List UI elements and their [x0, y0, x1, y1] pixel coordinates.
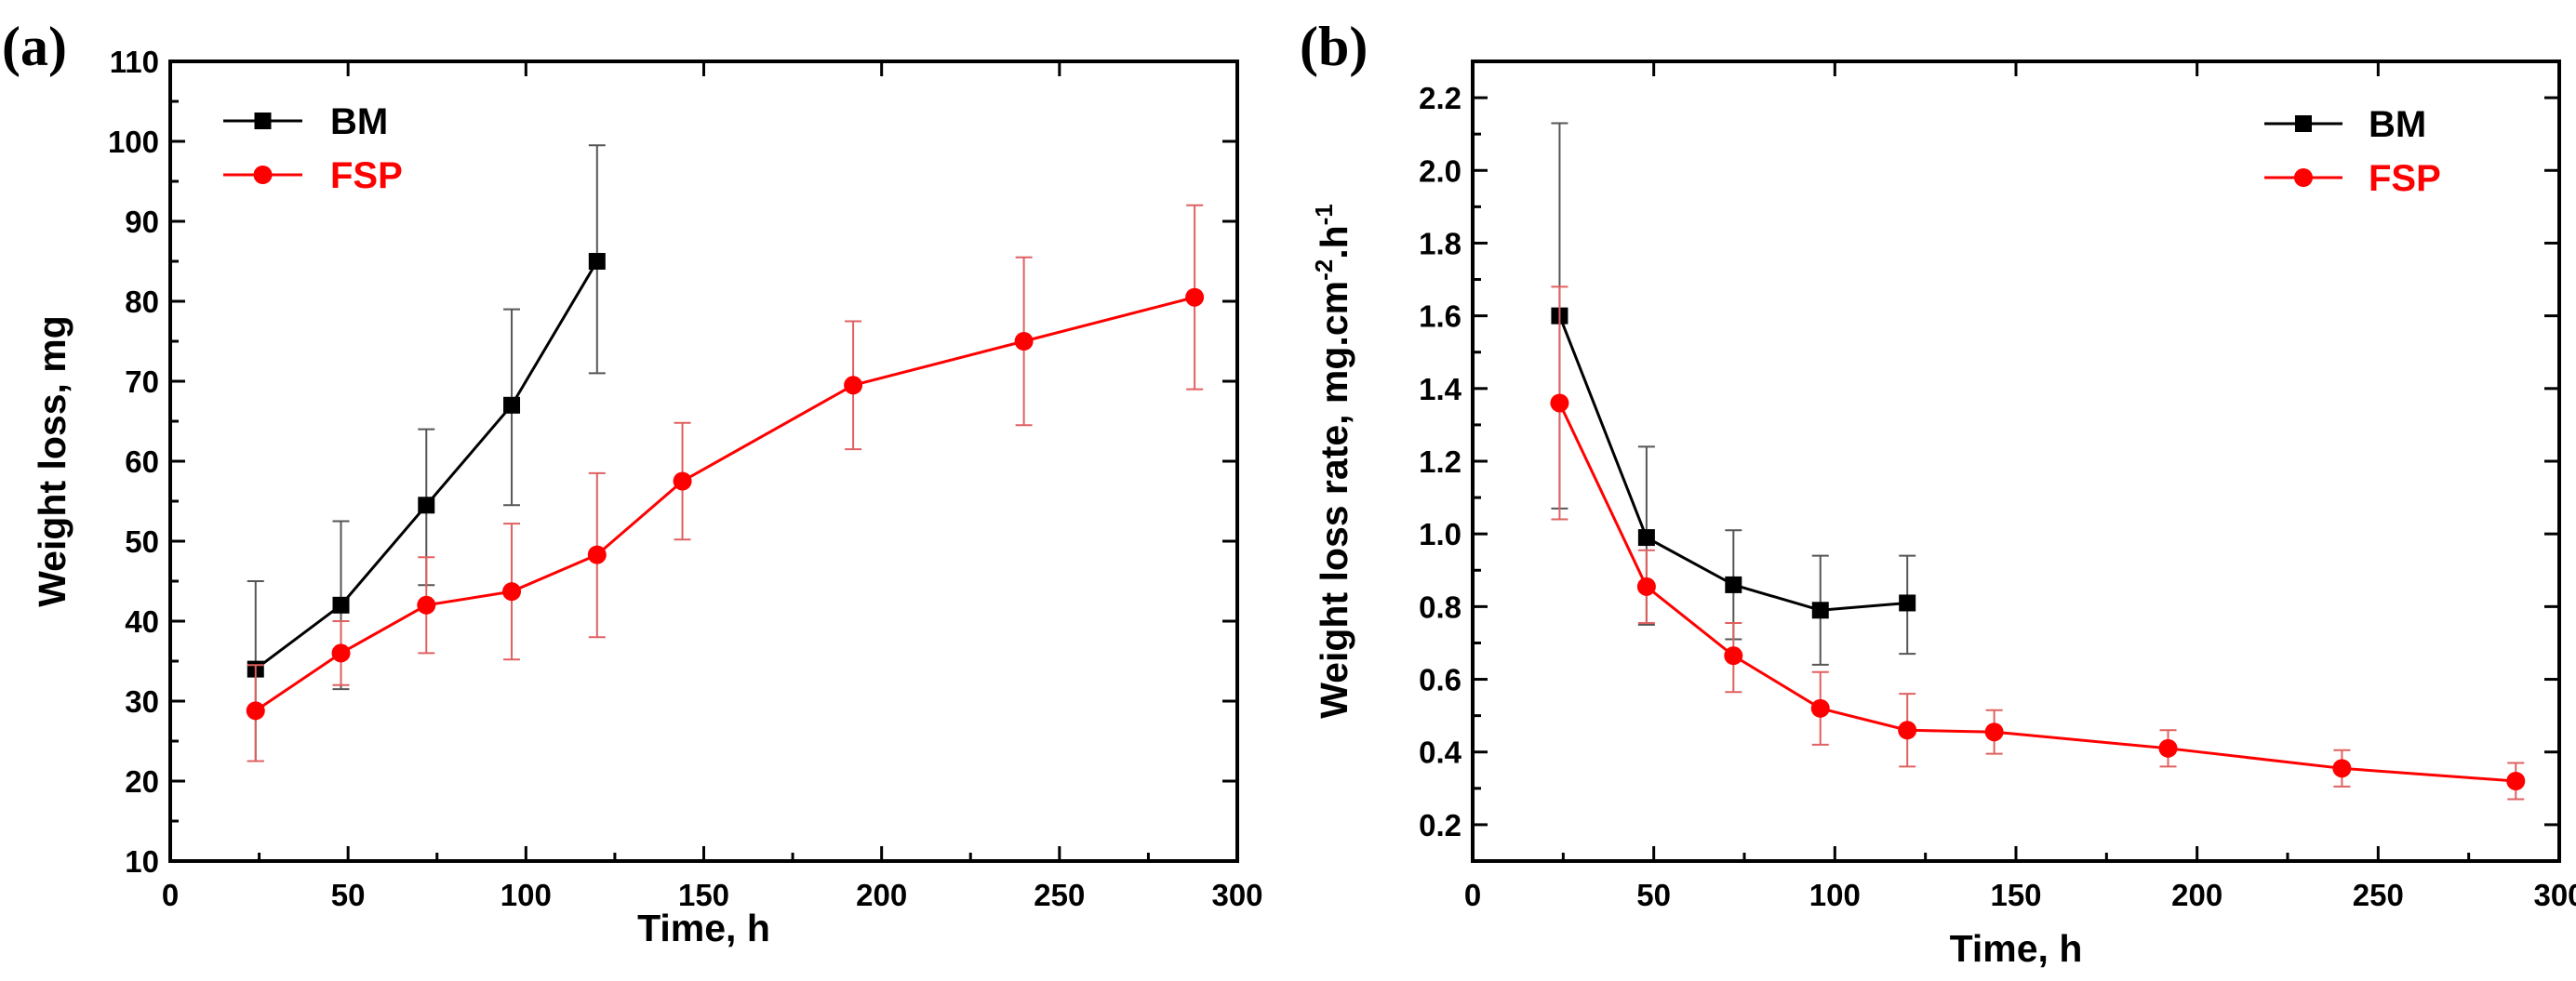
series-fsp-b [1550, 285, 2526, 801]
data-point [246, 701, 265, 721]
data-point [844, 376, 863, 395]
y-tick-label-b: 0.2 [1419, 808, 1462, 842]
y-tick-label-b: 0.4 [1419, 736, 1462, 770]
y-tick-label-b: 2.0 [1419, 153, 1462, 188]
y-axis-title-a: Weight loss, mg [31, 315, 73, 607]
y-axis-title-b-main: Weight loss rate, mg.cm [1313, 281, 1355, 719]
data-point [1636, 577, 1656, 596]
chart-panel-b: (b) 0 50 100 150 200 250 300 0.2 0.4 0.6 0.8 1.0 1.… [1300, 16, 2576, 970]
x-axis-title-a: Time, h [637, 907, 770, 949]
data-point [1725, 576, 1742, 593]
data-point [2332, 759, 2352, 778]
data-point [1724, 646, 1743, 666]
x-tick-label-a: 100 [501, 878, 552, 912]
legend-fsp-label-b: FSP [2369, 158, 2441, 199]
x-tick-label-b: 200 [2171, 878, 2222, 912]
ticks-b [1471, 61, 2561, 861]
y-axis-title-b-sup2: -1 [1310, 204, 1338, 225]
legend-bm-label-a: BM [330, 101, 388, 142]
x-tick-labels-a: 0 50 100 150 200 250 300 [162, 878, 1263, 912]
series-bm-a [247, 144, 606, 762]
y-axis-title-b-sup1: -2 [1310, 259, 1338, 281]
data-point [1810, 698, 1830, 718]
data-point [588, 253, 606, 270]
x-tick-label-a: 250 [1034, 878, 1085, 912]
data-point [673, 471, 692, 491]
data-point [1637, 529, 1655, 547]
y-tick-label-a: 10 [125, 844, 159, 879]
x-tick-label-b: 0 [1464, 878, 1481, 912]
x-tick-label-a: 200 [856, 878, 907, 912]
legend-a: BM FSP [223, 101, 403, 196]
y-tick-label-a: 80 [125, 285, 159, 319]
data-point [1898, 721, 1917, 740]
ticks-a [168, 60, 1239, 863]
y-tick-label-a: 90 [125, 205, 159, 239]
x-tick-label-b: 300 [2533, 878, 2576, 912]
data-point [418, 497, 435, 514]
series-a [246, 144, 1205, 762]
x-tick-label-b: 250 [2353, 878, 2404, 912]
y-tick-label-b: 0.8 [1419, 590, 1462, 624]
x-tick-label-b: 150 [1990, 878, 2041, 912]
y-tick-label-b: 1.2 [1419, 444, 1462, 479]
legend-fsp-label-a: FSP [330, 155, 403, 196]
y-tick-label-a: 50 [125, 524, 159, 559]
data-point [1899, 594, 1916, 612]
y-tick-label-a: 40 [125, 604, 159, 639]
legend-b: BM FSP [2264, 104, 2441, 199]
y-tick-label-a: 30 [125, 684, 159, 719]
y-tick-label-a: 60 [125, 444, 159, 479]
panel-label-b: (b) [1300, 16, 1368, 77]
x-tick-label-b: 100 [1809, 878, 1861, 912]
series-fsp-a [246, 204, 1205, 762]
x-tick-labels-b: 0 50 100 150 200 250 300 [1464, 878, 2576, 912]
legend-bm-label-b: BM [2369, 104, 2426, 145]
y-axis-title-b: Weight loss rate, mg.cm-2.h-1 [1310, 204, 1355, 719]
x-tick-label-a: 150 [678, 878, 729, 912]
x-tick-label-a: 300 [1211, 878, 1262, 912]
y-axis-title-b-mid: .h [1313, 225, 1355, 259]
x-axis-title-b: Time, h [1950, 927, 2083, 970]
x-tick-label-a: 50 [331, 878, 366, 912]
x-tick-label-b: 50 [1636, 878, 1671, 912]
data-point [587, 545, 607, 564]
y-tick-label-b: 1.0 [1419, 517, 1462, 551]
y-tick-label-b: 0.6 [1419, 663, 1462, 697]
data-point [1014, 332, 1034, 351]
legend-fsp-marker-a [253, 166, 273, 184]
data-point [1550, 393, 1569, 413]
series-line [1558, 402, 2516, 783]
y-tick-label-b: 2.2 [1419, 81, 1462, 115]
data-point [1984, 722, 2004, 742]
y-tick-label-a: 100 [108, 125, 159, 159]
data-point [332, 596, 350, 614]
y-tick-label-a: 110 [110, 45, 159, 79]
data-point [503, 396, 521, 414]
y-tick-label-b: 1.4 [1419, 372, 1462, 406]
data-point [2158, 738, 2178, 758]
data-point [502, 582, 522, 602]
series-line [254, 296, 1195, 712]
y-tick-labels-a: 10 20 30 40 50 60 70 80 90 100 110 [108, 45, 159, 879]
y-tick-label-b: 1.6 [1419, 299, 1462, 334]
chart-panel-a: (a) 0 50 100 150 200 250 300 10 20 30 40 50 60 70 80 9… [2, 16, 1263, 949]
series-bm-b [1551, 122, 1916, 666]
data-point [2506, 772, 2526, 790]
y-tick-label-a: 70 [125, 365, 159, 399]
y-tick-label-b: 1.8 [1419, 226, 1462, 260]
panel-label-a: (a) [2, 16, 67, 77]
data-point [331, 643, 351, 663]
data-point [1185, 287, 1205, 307]
x-tick-label-a: 0 [162, 878, 179, 912]
y-tick-label-a: 20 [125, 764, 159, 799]
legend-bm-marker-a [254, 113, 272, 129]
data-point [1811, 602, 1829, 619]
y-tick-labels-b: 0.2 0.4 0.6 0.8 1.0 1.2 1.4 1.6 1.8 2.0 2.2 [1419, 81, 1462, 842]
legend-bm-marker-b [2295, 115, 2312, 132]
series-b [1550, 122, 2526, 801]
legend-fsp-marker-b [2294, 168, 2313, 187]
data-point [417, 595, 436, 615]
